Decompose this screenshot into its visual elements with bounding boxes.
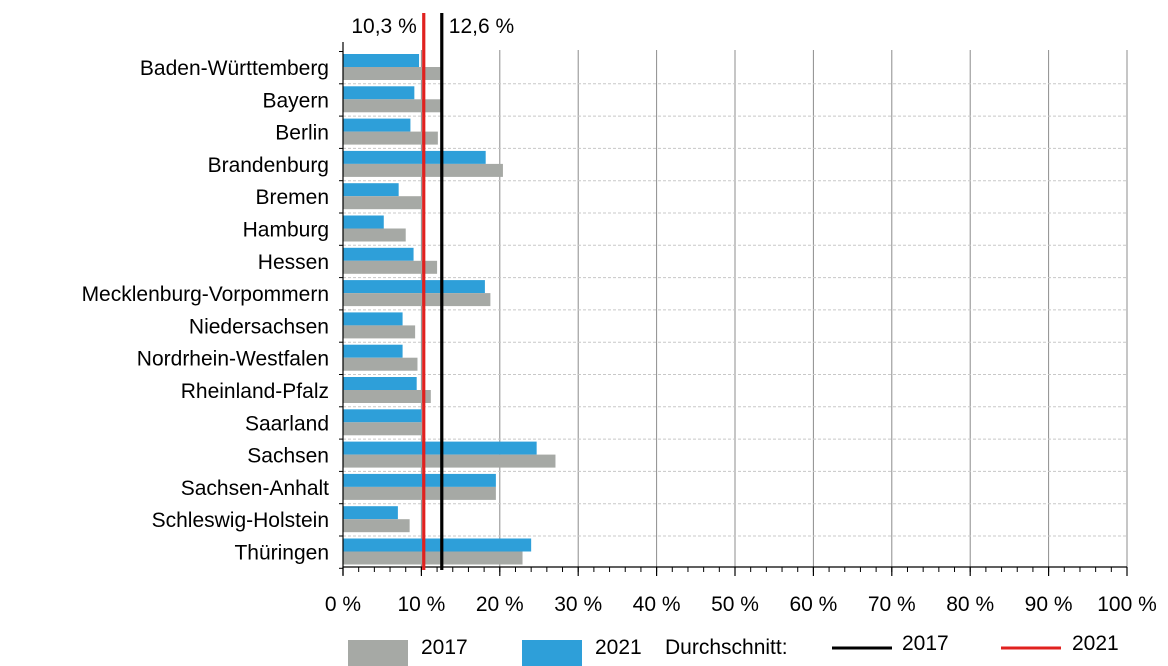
category-label: Mecklenburg-Vorpommern	[82, 283, 329, 306]
category-label: Thüringen	[234, 542, 329, 565]
legend-swatch-2017	[348, 640, 408, 666]
bar-2021	[343, 506, 398, 520]
x-tick-label: 30 %	[554, 593, 602, 616]
x-tick-label: 40 %	[633, 593, 681, 616]
x-tick-label: 70 %	[868, 593, 916, 616]
bar-2017	[343, 357, 418, 371]
bar-2017	[343, 390, 431, 403]
legend-line-label-2021: 2021	[1072, 632, 1119, 655]
bar-2021	[343, 183, 399, 197]
x-tick-label: 10 %	[397, 593, 445, 616]
bar-2021	[343, 312, 403, 326]
bar-2021	[343, 377, 417, 390]
category-label: Niedersachsen	[189, 315, 329, 338]
bar-2021	[343, 54, 420, 67]
legend-line-label-2017: 2017	[902, 632, 949, 655]
bar-2021	[343, 473, 496, 487]
bar-2017	[343, 260, 438, 274]
bar-2021	[343, 247, 414, 261]
bar-2021	[343, 344, 403, 358]
bar-2017	[343, 228, 406, 242]
category-label: Berlin	[275, 122, 329, 145]
bar-2021	[343, 118, 411, 132]
category-label: Brandenburg	[208, 154, 329, 177]
bar-2017	[343, 67, 441, 80]
category-label: Rheinland-Pfalz	[181, 380, 329, 403]
category-label: Hamburg	[243, 219, 329, 242]
x-tick-label: 100 %	[1097, 593, 1157, 616]
bar-2017	[343, 454, 556, 468]
bar-2021	[343, 538, 532, 552]
category-label: Nordrhein-Westfalen	[137, 348, 329, 371]
average-label-2017: 12,6 %	[449, 15, 514, 38]
category-label: Baden-Württemberg	[140, 57, 329, 80]
bar-2017	[343, 325, 416, 339]
bar-2021	[343, 215, 384, 229]
x-tick-label: 20 %	[476, 593, 524, 616]
bar-2021	[343, 280, 485, 294]
bar-2017	[343, 99, 441, 113]
legend-swatch-2021	[522, 640, 582, 666]
category-label: Schleswig-Holstein	[152, 509, 329, 532]
category-label: Sachsen	[247, 445, 329, 468]
x-tick-label: 90 %	[1025, 593, 1073, 616]
x-tick-label: 0 %	[325, 593, 361, 616]
bar-2021	[343, 150, 486, 164]
bar-2017	[343, 196, 423, 210]
x-tick-label: 80 %	[946, 593, 994, 616]
category-label: Saarland	[245, 412, 329, 435]
bar-2017	[343, 422, 423, 436]
category-label: Bayern	[262, 89, 329, 112]
legend-label-2021: 2021	[595, 636, 642, 659]
bar-2017	[343, 293, 491, 307]
category-label: Sachsen-Anhalt	[181, 477, 329, 500]
category-label: Hessen	[258, 251, 329, 274]
legend-caption: Durchschnitt:	[665, 636, 788, 659]
x-tick-label: 50 %	[711, 593, 759, 616]
bar-2021	[343, 441, 537, 455]
bar-2021	[343, 86, 415, 100]
bar-2017	[343, 486, 496, 500]
legend-label-2017: 2017	[421, 636, 468, 659]
bar-2017	[343, 519, 410, 533]
average-label-2021: 10,3 %	[351, 15, 416, 38]
category-label: Bremen	[255, 186, 329, 209]
bar-2017	[343, 131, 438, 145]
x-tick-label: 60 %	[789, 593, 837, 616]
bar-2021	[343, 409, 422, 423]
bar-2017	[343, 551, 523, 565]
